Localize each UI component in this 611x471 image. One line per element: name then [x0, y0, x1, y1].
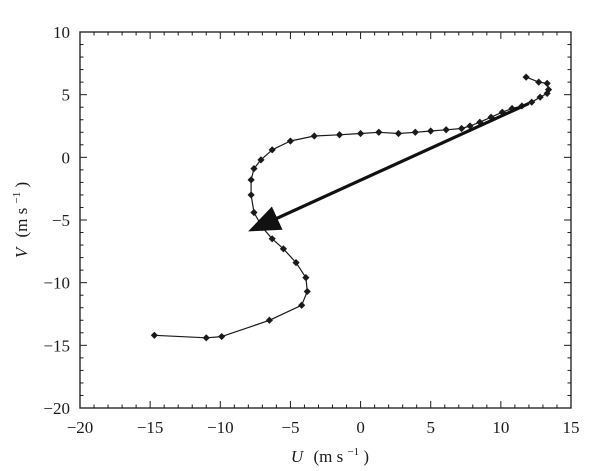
data-point-marker [335, 131, 344, 139]
x-tick-label: −10 [207, 418, 234, 437]
y-axis-symbol: V [12, 245, 31, 258]
y-tick-label: 10 [53, 23, 70, 42]
data-point-marker [265, 316, 273, 324]
mean-shear-arrow-group [248, 101, 530, 232]
data-point-marker [202, 334, 210, 342]
data-point-marker [543, 79, 551, 87]
x-tick-label: −20 [67, 418, 94, 437]
data-point-marker [394, 129, 403, 138]
x-tick-label: 10 [492, 418, 509, 437]
x-tick-label: −5 [281, 418, 299, 437]
data-markers [150, 73, 553, 342]
data-point-marker [257, 156, 265, 164]
mean-shear-arrow [248, 101, 530, 232]
y-tick-label: 5 [62, 86, 71, 105]
y-tick-label: 0 [62, 148, 71, 167]
data-point-marker [544, 86, 553, 94]
x-tick-labels: −20 −15 −10 −5 0 5 10 15 [67, 418, 580, 437]
x-axis-units-exponent: −1 [347, 446, 359, 458]
data-point-marker [286, 137, 295, 145]
data-point-marker [250, 208, 258, 217]
x-axis-title: U (m s −1 ) [291, 440, 369, 466]
x-tick-label: 0 [356, 418, 365, 437]
y-axis-units-close: ) [12, 182, 31, 188]
data-point-marker [218, 332, 226, 341]
axis-ticks [79, 31, 572, 409]
data-point-marker [268, 235, 276, 243]
data-point-marker [528, 98, 536, 106]
x-axis-units-close: ) [363, 447, 369, 466]
data-point-marker [427, 127, 435, 135]
y-tick-label: −5 [52, 211, 70, 230]
data-point-marker [247, 176, 255, 184]
data-point-marker [375, 128, 383, 136]
data-point-marker [457, 124, 466, 133]
x-tick-label: 5 [426, 418, 435, 437]
data-point-marker [150, 331, 158, 339]
data-point-marker [302, 274, 310, 282]
y-tick-label: −20 [43, 399, 70, 418]
data-point-marker [487, 113, 495, 121]
data-point-marker [442, 126, 450, 134]
y-tick-labels: −20 −15 −10 −5 0 5 10 [43, 23, 70, 418]
data-point-marker [411, 128, 419, 136]
data-point-marker [466, 122, 474, 130]
x-axis-symbol: U [291, 447, 305, 466]
data-point-marker [247, 191, 255, 199]
data-point-marker [535, 78, 543, 86]
data-point-marker [356, 129, 365, 138]
x-tick-label: 15 [563, 418, 580, 437]
data-point-marker [536, 93, 544, 101]
y-tick-label: −10 [43, 274, 70, 293]
data-point-marker [268, 146, 276, 154]
data-point-marker [298, 301, 306, 309]
y-axis-title-group: V (m s −1 ) [5, 182, 31, 258]
data-point-marker [250, 165, 258, 173]
y-axis-units-exponent: −1 [11, 192, 23, 204]
data-point-marker [303, 287, 311, 296]
y-axis-title: V (m s −1 ) [5, 182, 31, 258]
data-point-marker [279, 245, 288, 253]
x-tick-label: −15 [137, 418, 164, 437]
y-tick-label: −15 [43, 336, 70, 355]
y-axis-units: (m s [12, 208, 31, 238]
data-point-marker [310, 132, 318, 140]
data-point-marker [522, 73, 530, 81]
data-point-marker [498, 108, 506, 116]
data-point-marker [292, 259, 300, 267]
x-axis-units: (m s [313, 447, 343, 466]
plot-area-frame [79, 31, 572, 409]
